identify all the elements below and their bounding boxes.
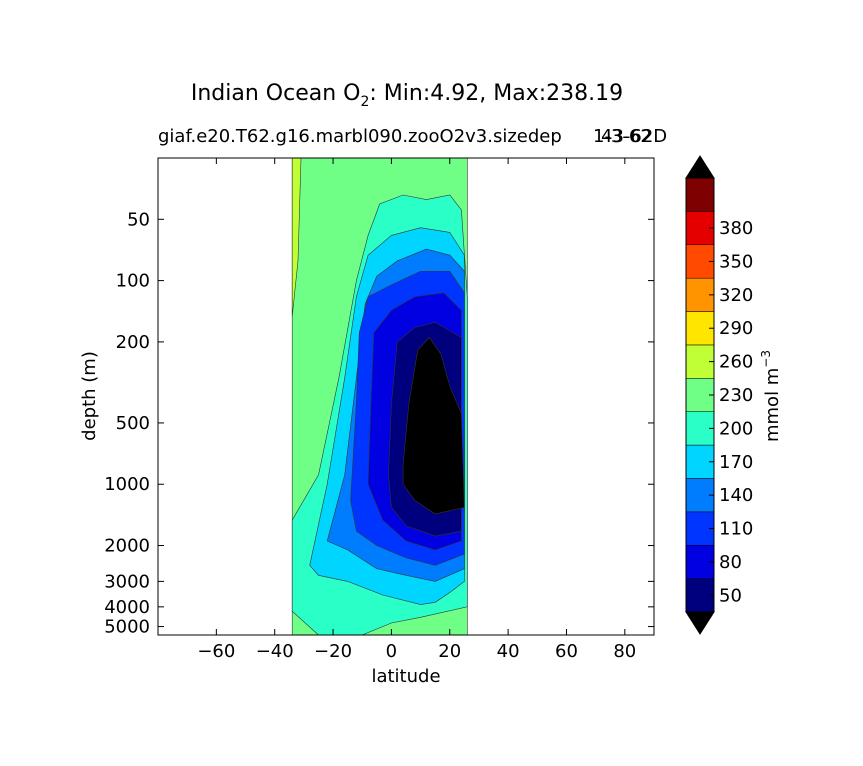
- colorbar-tick-label: 50: [719, 585, 742, 606]
- x-tick-label: 20: [438, 641, 461, 662]
- y-axis-label: depth (m): [79, 351, 100, 441]
- chart-subtitle-overlap: 43-62D: [601, 126, 667, 147]
- y-tick-label: 50: [127, 209, 150, 230]
- x-tick-label: −40: [256, 641, 294, 662]
- colorbar-tick-label: 350: [719, 251, 753, 272]
- colorbar-tick-label: 320: [719, 285, 753, 306]
- chart-subtitle: giaf.e20.T62.g16.marbl090.zooO2v3.sizede…: [158, 126, 562, 147]
- colorbar-extend-bottom: [685, 611, 715, 635]
- contour-region-230-260: [291, 158, 302, 317]
- colorbar-extend-top: [685, 155, 715, 179]
- title-suffix: : Min:4.92, Max:238.19: [369, 81, 623, 106]
- x-axis-label: latitude: [371, 666, 440, 687]
- colorbar-segment: [685, 177, 715, 212]
- chart-subtitle-right: 1-3-62: [593, 126, 652, 147]
- y-tick-label: 500: [116, 413, 150, 434]
- x-tick-label: −60: [197, 641, 235, 662]
- x-tick-label: 40: [497, 641, 520, 662]
- colorbar-tick-label: 380: [719, 218, 753, 239]
- colorbar-label: mmol m−3: [759, 350, 783, 442]
- x-axis: −60 −40 −20 0 20 40 60 80: [197, 158, 636, 662]
- y-tick-label: 2000: [104, 536, 150, 557]
- colorbar-tick-label: 170: [719, 452, 753, 473]
- y-tick-label: 5000: [104, 617, 150, 638]
- x-tick-label: 80: [613, 641, 636, 662]
- plot-frame: [157, 157, 655, 636]
- colorbar-tick-label: 260: [719, 352, 753, 373]
- y-tick-label: 4000: [104, 597, 150, 618]
- plot-area: [291, 158, 468, 635]
- chart-title: Indian Ocean O2: Min:4.92, Max:238.19: [191, 81, 623, 110]
- colorbar-tick-label: 290: [719, 318, 753, 339]
- colorbar: 50 80 110 140 170 200 230 260 290 320 350 380: [685, 155, 753, 635]
- colorbar-tick-label: 230: [719, 385, 753, 406]
- contour-region-0-20: [402, 336, 465, 515]
- colorbar-tick-label: 140: [719, 485, 753, 506]
- colorbar-tick-label: 110: [719, 519, 753, 540]
- y-tick-label: 3000: [104, 571, 150, 592]
- y-tick-label: 100: [116, 271, 150, 292]
- x-tick-label: −20: [314, 641, 352, 662]
- colorbar-tick-label: 200: [719, 418, 753, 439]
- title-subscript: 2: [360, 94, 369, 110]
- x-tick-label: 0: [386, 641, 397, 662]
- y-tick-label: 1000: [104, 474, 150, 495]
- colorbar-tick-label: 80: [719, 552, 742, 573]
- y-tick-label: 200: [116, 332, 150, 353]
- x-tick-label: 60: [555, 641, 578, 662]
- colorbar-label-superscript: −3: [759, 350, 773, 368]
